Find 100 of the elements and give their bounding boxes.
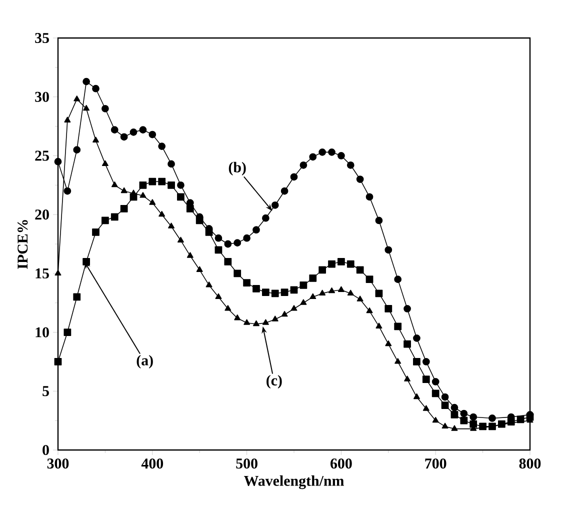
point — [385, 340, 392, 346]
point — [82, 258, 90, 266]
point — [158, 178, 166, 186]
point — [120, 187, 128, 194]
point — [290, 173, 298, 181]
point — [139, 126, 147, 134]
point — [54, 270, 62, 276]
point — [64, 187, 72, 195]
point — [338, 152, 345, 160]
point — [224, 305, 232, 311]
point — [290, 286, 298, 294]
point — [102, 160, 108, 166]
point — [177, 193, 184, 201]
y-axis-title: IPCE% — [18, 220, 28, 269]
point — [384, 305, 392, 312]
point — [498, 420, 506, 428]
point — [432, 378, 440, 386]
point — [214, 246, 222, 254]
point — [234, 314, 241, 320]
point — [516, 416, 524, 424]
point — [196, 266, 203, 272]
point — [375, 216, 383, 224]
point — [300, 161, 308, 169]
x-tick-label: 800 — [519, 458, 541, 469]
point — [422, 405, 430, 411]
point — [460, 416, 468, 424]
point — [74, 96, 80, 102]
point — [366, 276, 374, 283]
point — [224, 240, 232, 248]
point — [92, 136, 100, 142]
point — [346, 260, 354, 268]
point — [252, 320, 260, 326]
point — [394, 358, 402, 364]
x-tick-label: 400 — [141, 458, 164, 469]
point — [338, 258, 345, 266]
y-tick-label: 5 — [42, 386, 49, 396]
point — [158, 142, 166, 150]
point — [214, 234, 222, 242]
point — [346, 161, 354, 169]
point — [394, 276, 402, 283]
point — [280, 288, 288, 296]
point — [252, 226, 260, 234]
point — [252, 285, 260, 292]
point — [356, 296, 364, 302]
point — [177, 181, 184, 189]
point — [451, 425, 458, 431]
point — [168, 160, 175, 168]
point — [366, 193, 374, 201]
point — [262, 319, 269, 325]
point — [83, 104, 90, 111]
point — [234, 270, 242, 278]
point — [310, 293, 316, 300]
point — [328, 148, 336, 156]
point — [102, 216, 109, 224]
point — [262, 214, 270, 222]
x-tick-label: 700 — [425, 458, 446, 469]
point — [186, 205, 194, 212]
point — [356, 266, 364, 274]
point — [300, 282, 308, 289]
point — [243, 279, 250, 287]
point — [54, 158, 62, 166]
point — [338, 286, 344, 292]
point — [148, 178, 156, 186]
point — [290, 305, 298, 311]
point — [413, 334, 420, 342]
y-tick-label: 30 — [35, 92, 49, 102]
point — [450, 411, 458, 418]
point — [111, 181, 118, 188]
point — [149, 199, 156, 205]
point — [404, 305, 411, 312]
point — [281, 310, 288, 317]
point — [404, 340, 411, 348]
y-tick-label: 20 — [35, 210, 49, 220]
point — [271, 201, 279, 209]
x-tick-label: 500 — [236, 458, 258, 469]
point — [110, 213, 118, 221]
point — [262, 288, 270, 296]
point — [54, 358, 62, 366]
point — [130, 128, 138, 136]
point — [92, 84, 100, 92]
point — [110, 126, 118, 134]
point — [120, 133, 128, 141]
point — [432, 416, 439, 423]
point — [376, 322, 382, 328]
point — [375, 290, 383, 298]
point — [64, 116, 71, 122]
point — [384, 246, 392, 254]
point — [168, 222, 175, 228]
point — [309, 274, 317, 282]
x-axis-title: Wavelength/nm — [244, 475, 344, 490]
annotation: (b) — [228, 162, 246, 176]
point — [488, 414, 496, 422]
point — [394, 322, 402, 330]
point — [168, 181, 175, 189]
annotation: (a) — [136, 354, 153, 368]
point — [356, 176, 364, 183]
point — [140, 192, 146, 198]
point — [234, 239, 242, 247]
point — [102, 104, 109, 112]
point — [244, 319, 250, 325]
